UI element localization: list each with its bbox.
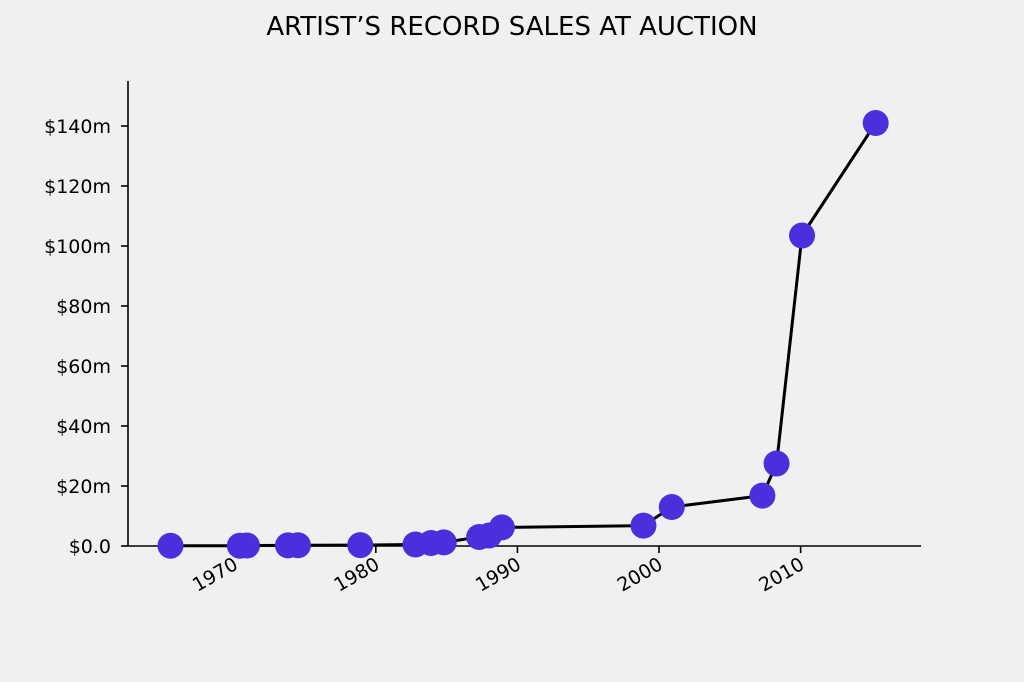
data-point — [347, 532, 374, 559]
data-point — [233, 532, 260, 559]
y-tick-label: $140m — [44, 116, 111, 138]
y-tick-label: $80m — [56, 296, 111, 318]
y-tick-label: $0.0 — [69, 536, 111, 558]
y-tick-label: $100m — [44, 236, 111, 258]
y-axis-ticks: $0.0 $20m $40m $60m $80m $100m $120m $140m — [44, 116, 128, 558]
series-points — [157, 110, 889, 559]
data-point — [749, 482, 776, 509]
x-tick-label: 1990 — [472, 553, 525, 596]
data-point — [430, 529, 457, 556]
x-tick-label: 1980 — [330, 553, 383, 596]
series-lines — [169, 121, 878, 548]
series-line — [169, 121, 878, 548]
data-point — [284, 532, 311, 559]
x-tick-label: 1970 — [189, 553, 242, 596]
x-tick-label: 2000 — [614, 553, 667, 596]
y-tick-label: $40m — [56, 416, 111, 438]
data-point — [630, 512, 657, 539]
chart-title: ARTIST’S RECORD SALES AT AUCTION — [266, 12, 757, 42]
data-point — [658, 494, 685, 520]
data-point — [157, 532, 184, 559]
data-point — [488, 514, 515, 541]
x-tick-label: 2010 — [755, 553, 808, 596]
y-tick-label: $60m — [56, 356, 111, 378]
data-point — [763, 450, 790, 477]
y-tick-label: $120m — [44, 176, 111, 198]
y-tick-label: $20m — [56, 476, 111, 498]
data-point — [789, 222, 816, 249]
data-point — [862, 110, 889, 136]
